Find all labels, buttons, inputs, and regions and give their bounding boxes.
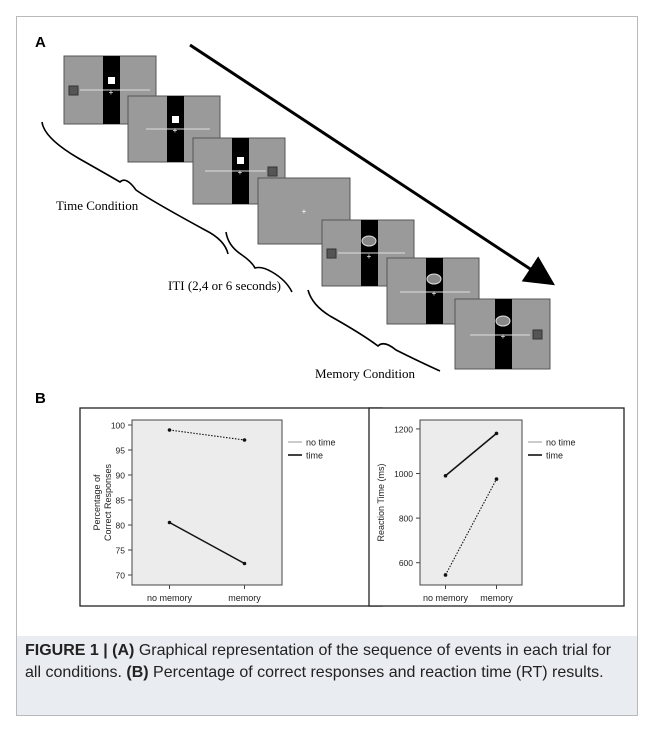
svg-text:+: + — [173, 126, 178, 135]
trial-screen-6: + — [386, 257, 480, 325]
figure-caption: FIGURE 1 | (A) Graphical representation … — [25, 640, 625, 684]
caption-a-text: Graphical representation of the sequence… — [25, 642, 612, 681]
caption-b-marker: (B) — [126, 664, 149, 681]
svg-text:+: + — [367, 252, 372, 261]
figure-frame — [16, 16, 638, 716]
panel-b-label: B — [35, 390, 46, 407]
memory-condition-label: Memory Condition — [315, 366, 416, 381]
caption-band — [17, 636, 637, 715]
time-condition-brace — [41, 121, 229, 255]
svg-text:+: + — [109, 88, 114, 97]
trial-sequence-diagram: + + + + + + — [41, 43, 556, 381]
trial-screen-7: + — [454, 298, 551, 370]
caption-a-marker: (A) — [112, 642, 135, 659]
trial-screen-3: + — [192, 137, 286, 205]
sequence-arrow — [189, 43, 556, 286]
caption-b-text: Percentage of correct responses and reac… — [148, 664, 604, 681]
svg-text:+: + — [432, 289, 437, 298]
trial-screen-iti: + — [257, 177, 351, 245]
iti-brace — [225, 231, 293, 293]
svg-text:+: + — [501, 332, 506, 341]
time-condition-label: Time Condition — [56, 198, 139, 213]
iti-label: ITI (2,4 or 6 seconds) — [168, 278, 281, 293]
svg-text:+: + — [238, 168, 243, 177]
svg-text:+: + — [302, 207, 307, 216]
panel-a-label: A — [35, 34, 46, 51]
caption-figure-label: FIGURE 1 | — [25, 642, 113, 659]
memory-condition-brace — [307, 289, 441, 372]
